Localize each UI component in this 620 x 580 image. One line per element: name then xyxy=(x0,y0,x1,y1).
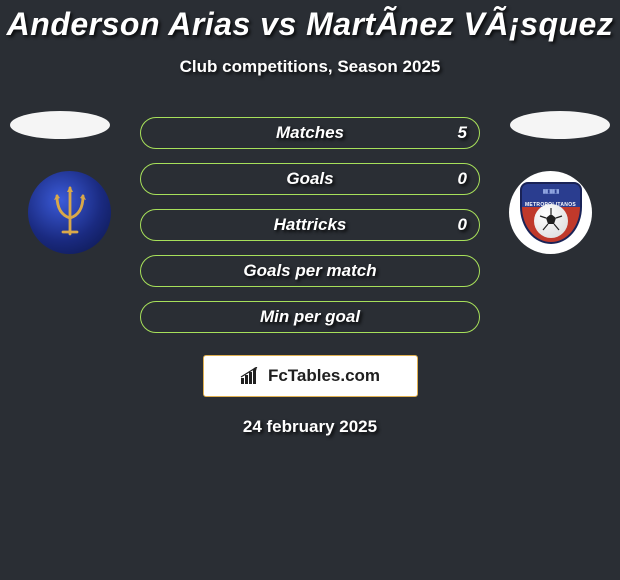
footer-date: 24 february 2025 xyxy=(0,417,620,437)
main-row: ▮▮▯▮▮▯▮ METROPOLITANOS Matches xyxy=(0,117,620,333)
subtitle: Club competitions, Season 2025 xyxy=(0,57,620,77)
stat-right-value: 5 xyxy=(458,123,467,143)
stat-right-value: 0 xyxy=(458,169,467,189)
club-logo-left xyxy=(28,171,111,254)
trident-icon xyxy=(49,184,91,242)
player-placeholder-left xyxy=(10,111,110,139)
shield-icon: ▮▮▯▮▮▯▮ METROPOLITANOS xyxy=(520,182,582,244)
stat-label: Hattricks xyxy=(274,215,347,235)
stat-row-matches: Matches 5 xyxy=(140,117,480,149)
club-logo-right: ▮▮▯▮▮▯▮ METROPOLITANOS xyxy=(509,171,592,254)
stat-row-min-per-goal: Min per goal xyxy=(140,301,480,333)
soccer-ball-icon xyxy=(534,204,568,238)
stat-label: Min per goal xyxy=(260,307,360,327)
stat-row-goals: Goals 0 xyxy=(140,163,480,195)
bar-chart-icon xyxy=(240,367,262,385)
stat-label: Goals xyxy=(286,169,333,189)
comparison-card: Anderson Arias vs MartÃ­nez VÃ¡squez Clu… xyxy=(0,0,620,437)
page-title: Anderson Arias vs MartÃ­nez VÃ¡squez xyxy=(0,6,620,43)
stat-right-value: 0 xyxy=(458,215,467,235)
stat-row-hattricks: Hattricks 0 xyxy=(140,209,480,241)
stat-label: Matches xyxy=(276,123,344,143)
stat-row-goals-per-match: Goals per match xyxy=(140,255,480,287)
stat-list: Matches 5 Goals 0 Hattricks 0 Goals per … xyxy=(140,117,480,333)
skyline-icon: ▮▮▯▮▮▯▮ xyxy=(542,188,558,195)
branding-badge: FcTables.com xyxy=(203,355,418,397)
branding-text: FcTables.com xyxy=(268,366,380,386)
player-placeholder-right xyxy=(510,111,610,139)
stat-label: Goals per match xyxy=(243,261,376,281)
